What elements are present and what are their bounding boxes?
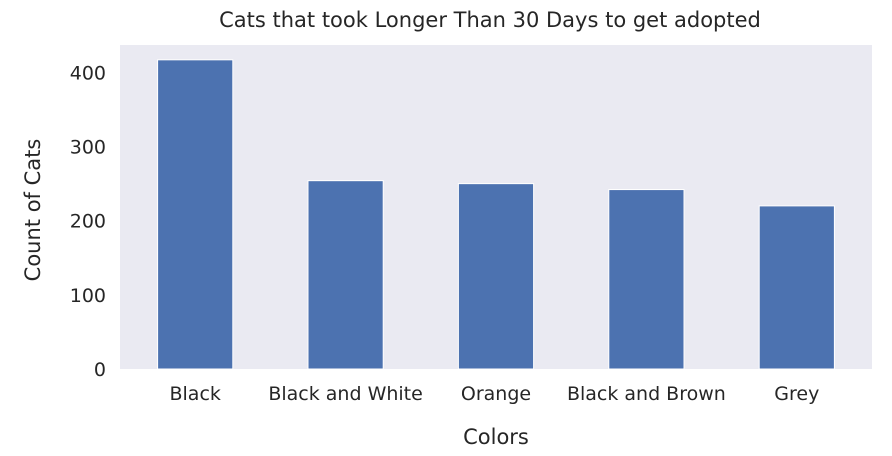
x-tick-label: Black	[169, 383, 220, 405]
y-tick-labels: 0 100 200 300 400	[70, 62, 106, 381]
y-tick-label: 200	[70, 211, 106, 233]
y-tick-label: 100	[70, 285, 106, 307]
bar-orange	[457, 183, 535, 370]
chart-title: Cats that took Longer Than 30 Days to ge…	[219, 8, 761, 32]
x-tick-labels: Black Black and White Orange Black and Brow…	[169, 383, 819, 405]
y-axis-label: Count of Cats	[21, 139, 45, 282]
bars-group	[157, 59, 835, 370]
x-tick-label: Grey	[774, 383, 819, 405]
bar-grey	[758, 205, 835, 370]
x-axis-label: Colors	[463, 425, 529, 449]
y-tick-label: 0	[94, 359, 106, 381]
x-tick-label: Orange	[461, 383, 531, 405]
x-tick-label: Black and Brown	[567, 383, 726, 405]
y-tick-label: 400	[70, 62, 106, 84]
bar-black-and-brown	[608, 189, 685, 370]
bar-black-and-white	[307, 180, 384, 370]
x-tick-label: Black and White	[268, 383, 422, 405]
y-tick-label: 300	[70, 137, 106, 159]
bar-black	[157, 59, 234, 370]
